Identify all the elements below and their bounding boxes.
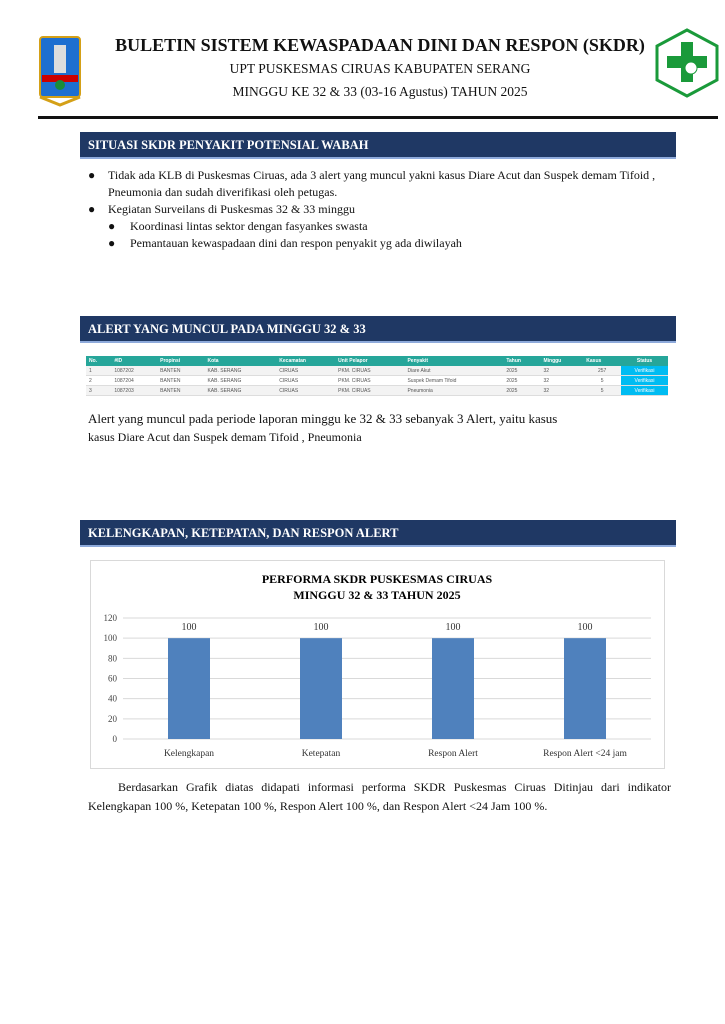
table-cell: 1087203 <box>111 385 158 396</box>
table-cell: 5 <box>583 375 622 386</box>
table-cell: Diare Akut <box>404 366 504 376</box>
table-cell: 3 <box>86 385 112 396</box>
table-cell: 5 <box>583 385 622 396</box>
x-tick-label: Respon Alert <24 jam <box>543 749 627 759</box>
data-label: 100 <box>446 622 461 633</box>
conclusion-paragraph: Berdasarkan Grafik diatas didapati infor… <box>88 780 671 813</box>
status-badge[interactable]: Verifikasi <box>621 385 668 396</box>
alert-summary: Alert yang muncul pada periode laporan m… <box>88 409 678 446</box>
data-label: 100 <box>182 622 197 633</box>
table-cell: PKM. CIRUAS <box>335 385 405 396</box>
data-label: 100 <box>314 622 329 633</box>
table-cell: CIRUAS <box>276 385 336 396</box>
table-cell: 2025 <box>503 385 541 396</box>
column-header: Kasus <box>583 356 622 366</box>
table-cell: KAB. SERANG <box>204 385 277 396</box>
column-header: Propinsi <box>157 356 205 366</box>
table-cell: PKM. CIRUAS <box>335 366 405 376</box>
table-cell: 1087202 <box>111 366 158 376</box>
y-tick-label: 60 <box>108 674 118 684</box>
column-header: Penyakit <box>404 356 504 366</box>
bulletin-header: BULETIN SISTEM KEWASPADAAN DINI DAN RESP… <box>95 34 665 103</box>
table-cell: Pneumonia <box>404 385 504 396</box>
table-cell: 2 <box>86 375 112 386</box>
bar-kelengkapan <box>168 638 210 739</box>
x-tick-label: Ketepatan <box>302 749 341 759</box>
column-header: Status <box>621 356 668 366</box>
table-cell: KAB. SERANG <box>204 366 277 376</box>
table-cell: 32 <box>540 375 584 386</box>
table-cell: PKM. CIRUAS <box>335 375 405 386</box>
y-tick-label: 20 <box>108 714 118 724</box>
x-tick-label: Respon Alert <box>428 749 478 759</box>
section-title: ALERT YANG MUNCUL PADA MINGGU 32 & 33 <box>80 316 676 343</box>
table-cell: Suspek Demam Tifoid <box>404 375 504 386</box>
table-cell: 257 <box>583 366 622 376</box>
y-tick-label: 40 <box>108 694 118 704</box>
bulletin-title: BULETIN SISTEM KEWASPADAAN DINI DAN RESP… <box>115 35 645 55</box>
table-cell: CIRUAS <box>276 366 336 376</box>
banten-logo <box>39 36 81 107</box>
y-tick-label: 100 <box>104 633 118 643</box>
list-item: ● Tidak ada KLB di Puskesmas Ciruas, ada … <box>88 168 656 199</box>
table-cell: 2025 <box>503 366 541 376</box>
y-tick-label: 0 <box>113 734 118 744</box>
status-badge[interactable]: Verifikasi <box>621 366 668 376</box>
bar-ketepatan <box>300 638 342 739</box>
puskesmas-logo <box>655 28 719 98</box>
column-header: Kota <box>204 356 277 366</box>
column-header: #ID <box>111 356 158 366</box>
section-title: SITUASI SKDR PENYAKIT POTENSIAL WABAH <box>80 132 676 159</box>
section-title: KELENGKAPAN, KETEPATAN, DAN RESPON ALERT <box>80 520 676 547</box>
bar-respon-alert <box>432 638 474 739</box>
bulletin-period: MINGGU KE 32 & 33 (03-16 Agustus) TAHUN … <box>232 84 528 99</box>
column-header: No. <box>86 356 112 366</box>
table-cell: 2025 <box>503 375 541 386</box>
table-cell: 32 <box>540 366 584 376</box>
x-tick-label: Kelengkapan <box>164 749 214 759</box>
column-header: Unit Pelapor <box>335 356 405 366</box>
data-label: 100 <box>578 622 593 633</box>
status-badge[interactable]: Verifikasi <box>621 375 668 386</box>
y-tick-label: 80 <box>108 653 118 663</box>
alert-summary-line1: Alert yang muncul pada periode laporan m… <box>88 411 558 426</box>
list-item: ● Koordinasi lintas sektor dengan fasyank… <box>108 219 368 233</box>
table-row: 3 1087203 BANTEN KAB. SERANG CIRUAS PKM. CIRU… <box>86 385 668 396</box>
table-cell: 1087204 <box>111 375 158 386</box>
bulletin-subtitle: UPT PUSKESMAS CIRUAS KABUPATEN SERANG <box>229 61 531 76</box>
column-header: Kecamatan <box>276 356 336 366</box>
bullet-list: ● Tidak ada KLB di Puskesmas Ciruas, ada … <box>88 167 668 252</box>
table-row: 2 1087204 BANTEN KAB. SERANG CIRUAS PKM. CIRU… <box>86 375 668 386</box>
table-row: 1 1087202 BANTEN KAB. SERANG CIRUAS PKM. CIRU… <box>86 366 668 376</box>
table-cell: BANTEN <box>157 385 205 396</box>
table-cell: 32 <box>540 385 584 396</box>
chart-title: PERFORMA SKDR PUSKESMAS CIRUAS <box>262 572 493 586</box>
table-cell: BANTEN <box>157 366 205 376</box>
performance-chart: PERFORMA SKDR PUSKESMAS CIRUAS MINGGU 32 … <box>104 572 651 759</box>
column-header: Tahun <box>503 356 541 366</box>
list-item: ● Pemantauan kewaspadaan dini dan respon … <box>108 236 462 250</box>
header-divider <box>38 116 718 119</box>
table-cell: KAB. SERANG <box>204 375 277 386</box>
table-cell: 1 <box>86 366 112 376</box>
table-cell: CIRUAS <box>276 375 336 386</box>
chart-frame: PERFORMA SKDR PUSKESMAS CIRUAS MINGGU 32 … <box>90 560 665 769</box>
y-tick-label: 120 <box>104 613 118 623</box>
chart-subtitle: MINGGU 32 & 33 TAHUN 2025 <box>293 588 460 602</box>
alert-table: No. #ID Propinsi Kota Kecamatan Unit Pelapor P… <box>86 356 668 396</box>
bar-respon-alert-24-jam <box>564 638 606 739</box>
list-item: ● Kegiatan Surveilans di Puskesmas 32 & 3… <box>88 202 355 216</box>
alert-summary-line2: kasus Diare Acut dan Suspek demam Tifoid… <box>88 430 362 444</box>
table-cell: BANTEN <box>157 375 205 386</box>
column-header: Minggu <box>540 356 584 366</box>
